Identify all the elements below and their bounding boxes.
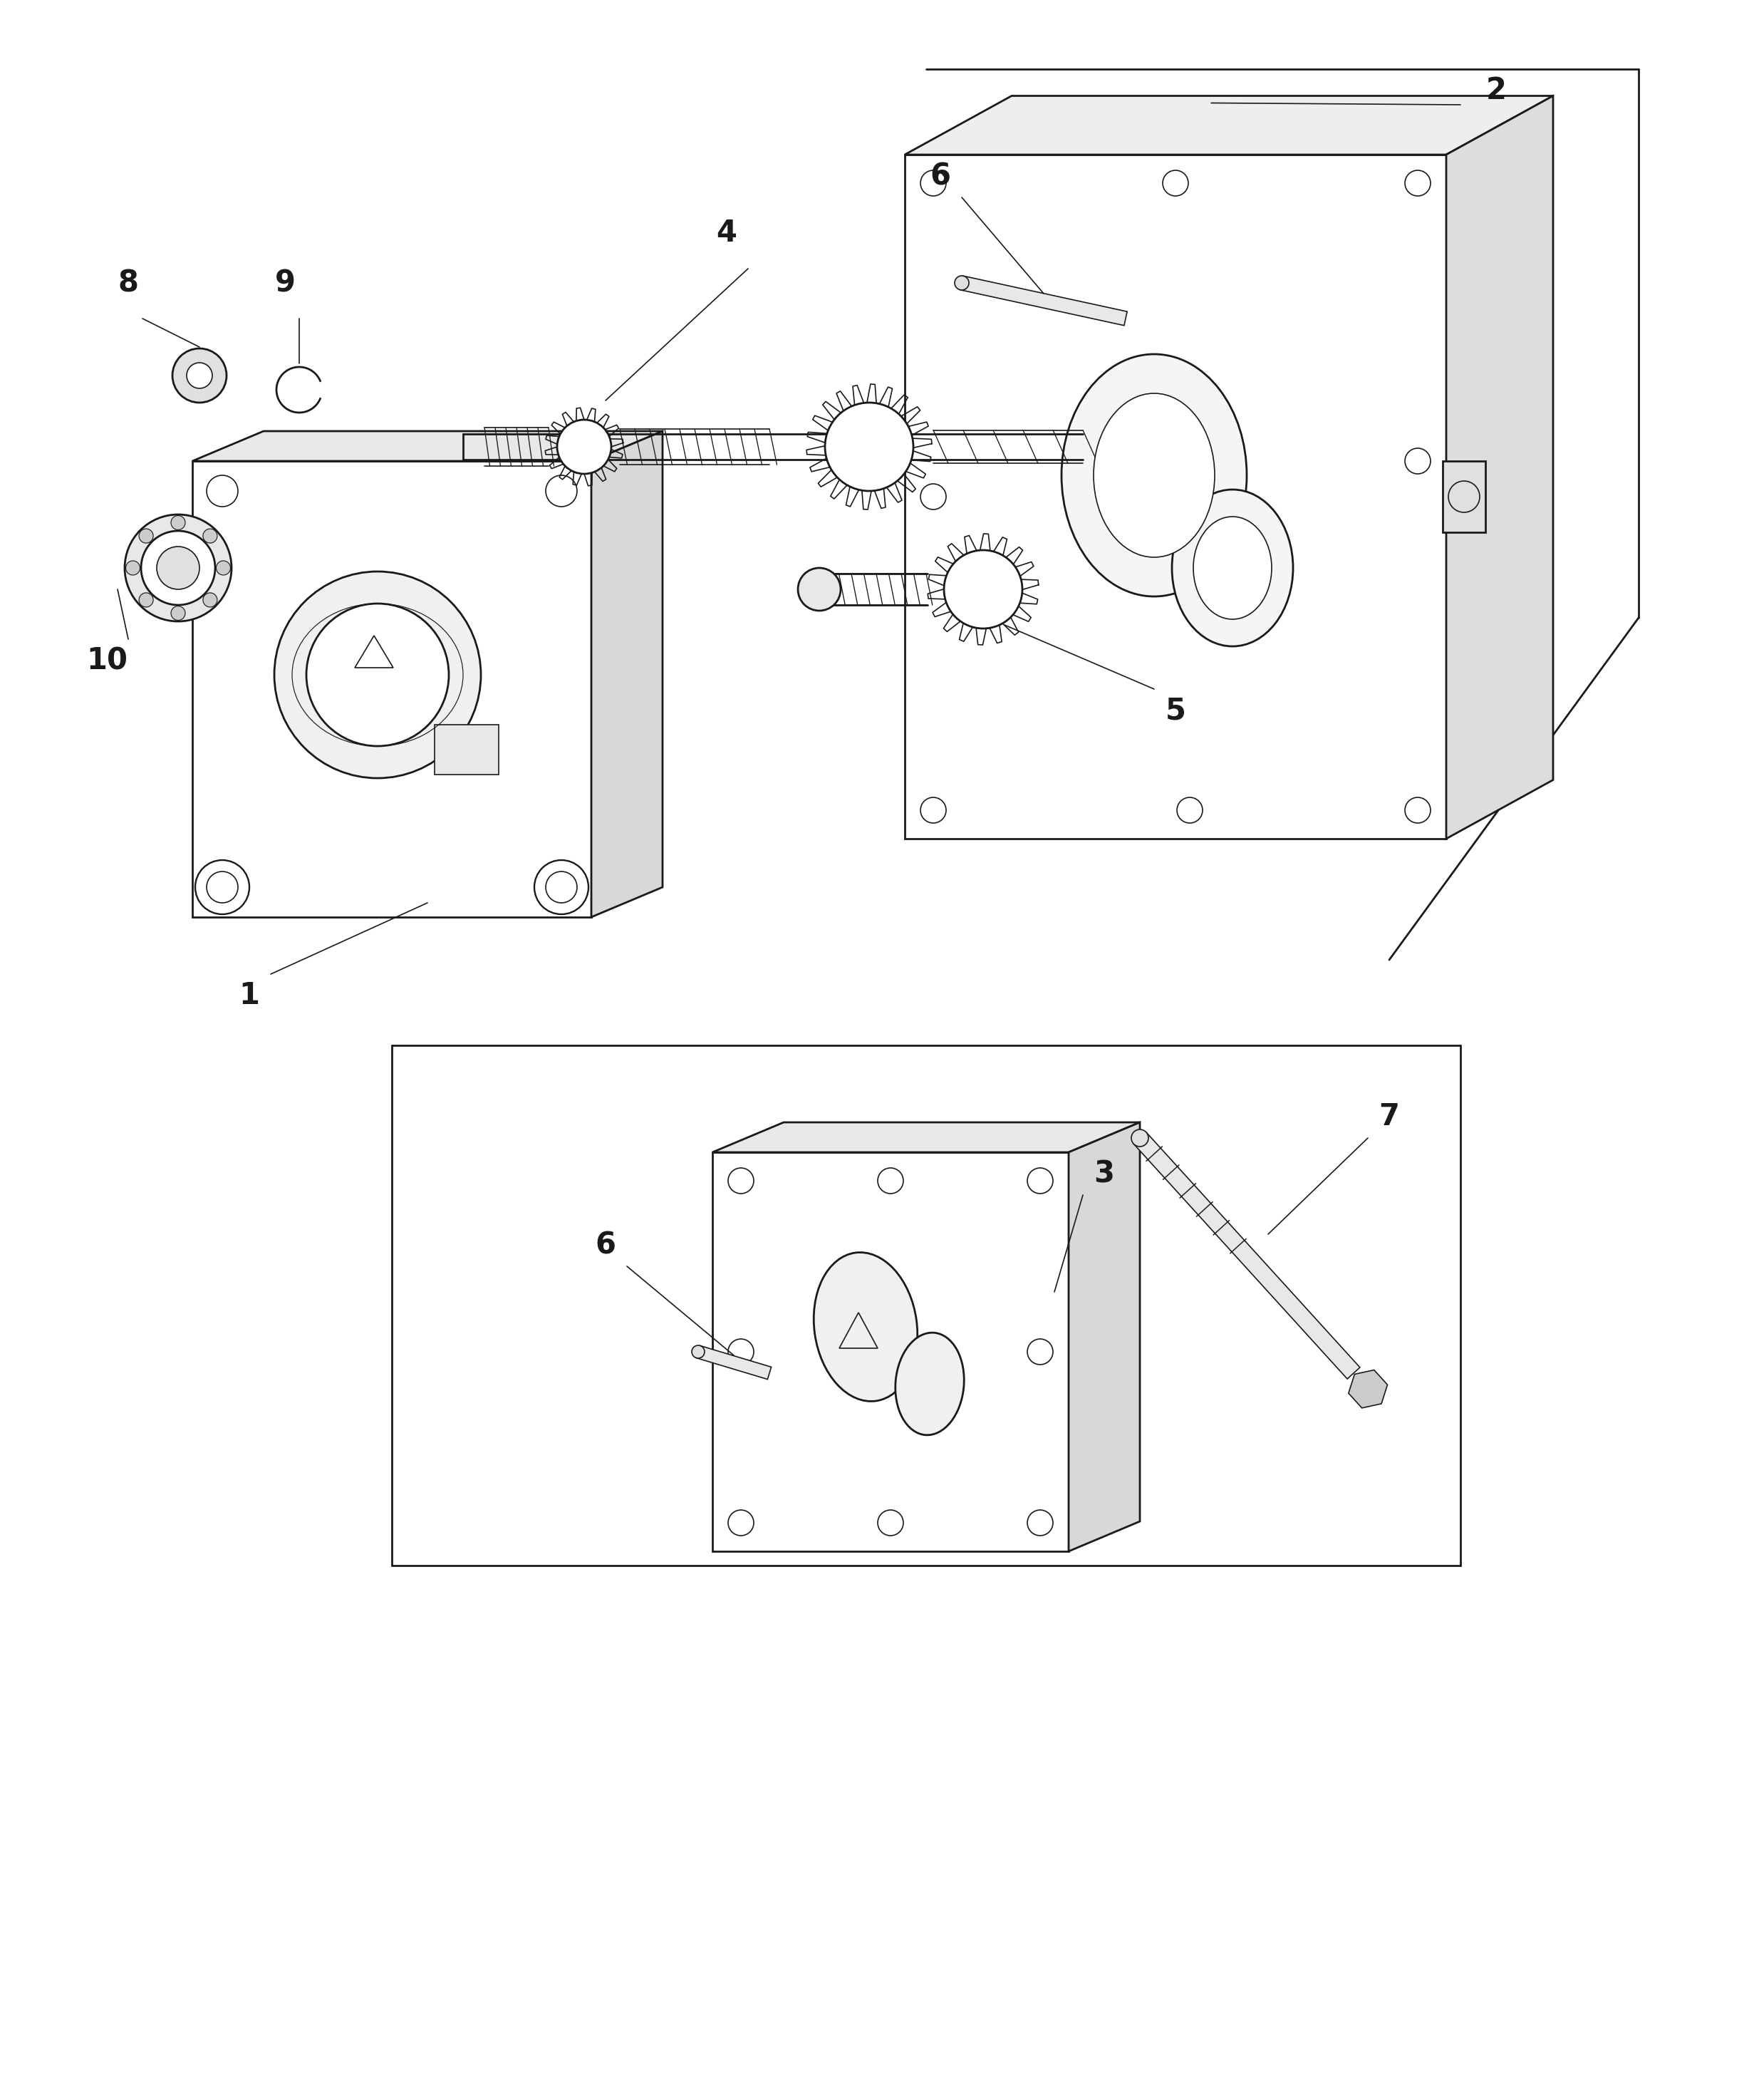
Circle shape [944,550,1023,628]
Ellipse shape [1193,517,1272,620]
Text: 6: 6 [930,162,951,191]
Circle shape [138,529,154,544]
Ellipse shape [1172,489,1293,647]
Text: 7: 7 [1378,1102,1399,1132]
Polygon shape [712,1121,1140,1153]
Polygon shape [192,462,591,918]
Text: 1: 1 [240,981,259,1010]
Polygon shape [192,430,663,462]
Text: 2: 2 [1487,76,1506,105]
Ellipse shape [813,1252,918,1401]
Circle shape [306,603,449,746]
Circle shape [124,514,231,622]
Ellipse shape [895,1334,964,1434]
Circle shape [142,531,215,605]
Polygon shape [960,275,1126,326]
Circle shape [217,561,231,575]
Ellipse shape [196,861,250,914]
Circle shape [955,275,969,290]
Polygon shape [1069,1121,1140,1552]
Circle shape [1132,1130,1149,1147]
Text: 6: 6 [595,1231,616,1260]
Circle shape [187,363,212,388]
Ellipse shape [1093,393,1216,557]
Polygon shape [696,1346,771,1380]
Circle shape [171,517,185,529]
Circle shape [203,529,217,544]
Polygon shape [591,430,663,918]
Text: 5: 5 [1165,695,1186,724]
Circle shape [138,592,154,607]
Text: 3: 3 [1093,1159,1114,1189]
Circle shape [798,567,841,611]
Circle shape [558,420,610,475]
Polygon shape [1348,1369,1387,1407]
Text: 8: 8 [117,269,138,298]
Circle shape [693,1346,705,1359]
Polygon shape [1443,462,1485,531]
Circle shape [203,592,217,607]
Circle shape [126,561,140,575]
Polygon shape [1446,97,1553,838]
Ellipse shape [1062,355,1247,596]
Polygon shape [434,724,498,775]
Polygon shape [904,97,1553,155]
Polygon shape [1133,1132,1361,1380]
Polygon shape [904,155,1446,838]
Text: 10: 10 [86,645,128,676]
Circle shape [275,571,481,779]
Circle shape [826,403,913,491]
Circle shape [173,349,227,403]
Ellipse shape [533,861,588,914]
Polygon shape [712,1153,1069,1552]
Circle shape [157,546,199,590]
Text: 4: 4 [717,218,736,248]
Circle shape [171,607,185,620]
Text: 9: 9 [275,269,296,298]
